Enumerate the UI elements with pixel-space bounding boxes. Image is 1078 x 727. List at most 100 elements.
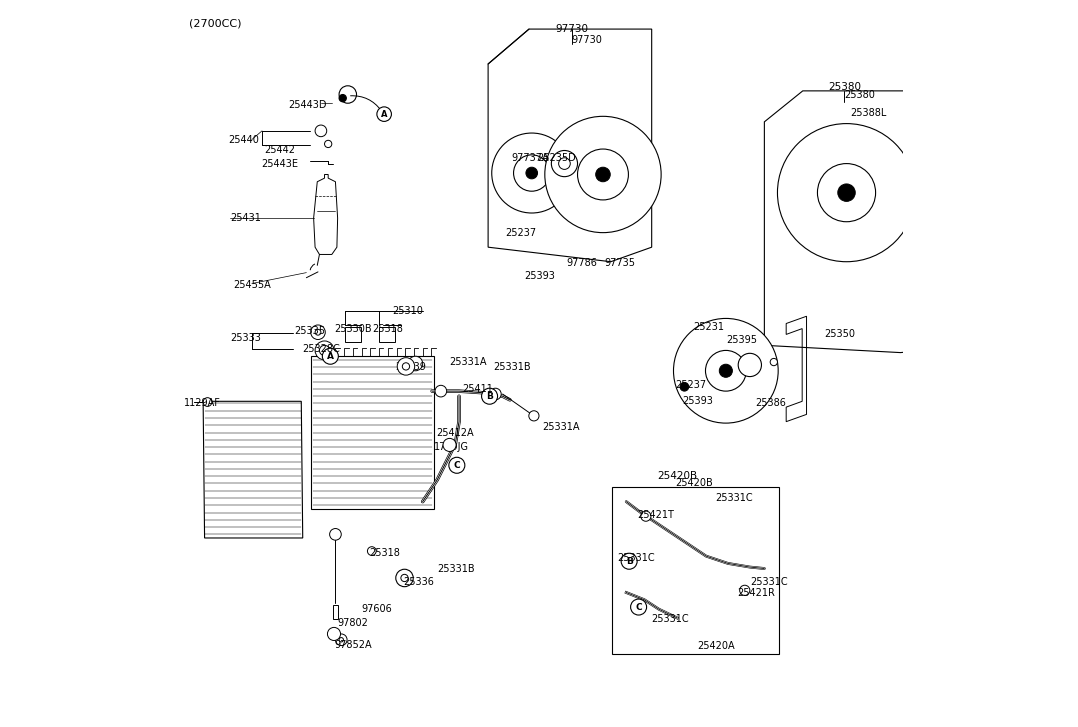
Circle shape	[443, 438, 456, 451]
Circle shape	[409, 356, 423, 371]
Circle shape	[529, 411, 539, 421]
Text: 25388L: 25388L	[851, 108, 886, 118]
Text: 25235D: 25235D	[538, 153, 577, 164]
Circle shape	[489, 388, 501, 400]
Circle shape	[368, 547, 376, 555]
Text: 25331C: 25331C	[716, 493, 754, 503]
Text: 25330B: 25330B	[334, 324, 372, 334]
Circle shape	[705, 350, 746, 391]
Text: 25420B: 25420B	[676, 478, 714, 489]
Text: 1129AF: 1129AF	[184, 398, 221, 409]
Circle shape	[640, 511, 651, 521]
Circle shape	[402, 363, 410, 370]
Circle shape	[330, 529, 342, 540]
Circle shape	[544, 116, 661, 233]
Text: 25393: 25393	[525, 271, 555, 281]
Text: 97786: 97786	[567, 258, 597, 268]
Text: 25420A: 25420A	[697, 640, 735, 651]
Text: 97737A: 97737A	[511, 153, 549, 164]
Circle shape	[340, 638, 344, 642]
Circle shape	[631, 599, 647, 615]
Text: 97606: 97606	[361, 604, 391, 614]
Text: 97735: 97735	[605, 258, 635, 268]
Bar	[379, 327, 395, 342]
Circle shape	[315, 341, 334, 360]
Text: (2700CC): (2700CC)	[189, 18, 241, 28]
Text: 25331B: 25331B	[494, 362, 530, 372]
Text: 25231: 25231	[693, 322, 724, 332]
Bar	[345, 327, 361, 342]
Text: 25335: 25335	[294, 326, 324, 336]
Bar	[332, 605, 338, 619]
Text: 25443E: 25443E	[261, 159, 299, 169]
Circle shape	[397, 358, 415, 375]
Text: 25386: 25386	[755, 398, 786, 409]
Text: 25339: 25339	[395, 362, 426, 372]
Text: 25333: 25333	[230, 333, 261, 343]
Bar	[611, 487, 779, 654]
Circle shape	[203, 398, 212, 406]
Circle shape	[401, 574, 409, 582]
Text: 25380: 25380	[828, 82, 861, 92]
Text: 25328C: 25328C	[303, 344, 341, 354]
Circle shape	[340, 95, 346, 102]
Text: 25237: 25237	[676, 380, 707, 390]
Text: A: A	[327, 352, 334, 361]
Text: 97730: 97730	[571, 35, 603, 45]
Text: 97802: 97802	[337, 618, 368, 628]
Circle shape	[492, 133, 571, 213]
Text: 25310: 25310	[392, 306, 423, 316]
Text: 97730: 97730	[555, 24, 589, 34]
Text: 25331C: 25331C	[750, 577, 787, 587]
Text: B: B	[625, 557, 633, 566]
Text: 25237: 25237	[505, 228, 536, 238]
Text: 25431: 25431	[230, 213, 261, 223]
Text: B: B	[486, 392, 493, 401]
Text: 25331A: 25331A	[450, 357, 487, 367]
Text: 25331C: 25331C	[617, 553, 654, 563]
Text: 25395: 25395	[725, 334, 757, 345]
Circle shape	[558, 158, 570, 169]
Circle shape	[396, 569, 413, 587]
Circle shape	[777, 124, 915, 262]
Circle shape	[340, 86, 357, 103]
Text: 25331C: 25331C	[652, 614, 689, 624]
Text: 97852A: 97852A	[334, 640, 372, 650]
Text: A: A	[381, 110, 387, 119]
Circle shape	[621, 553, 637, 569]
Text: 25455A: 25455A	[234, 280, 272, 290]
Text: 25421R: 25421R	[737, 587, 775, 598]
Text: 25336: 25336	[403, 577, 434, 587]
Text: C: C	[635, 603, 641, 611]
Circle shape	[315, 329, 321, 335]
Circle shape	[335, 634, 347, 646]
Circle shape	[551, 150, 578, 177]
Text: C: C	[454, 461, 460, 470]
Circle shape	[436, 385, 446, 397]
Circle shape	[448, 457, 465, 473]
Text: 25331B: 25331B	[438, 563, 474, 574]
Text: 1799JG: 1799JG	[434, 442, 469, 452]
Circle shape	[324, 140, 332, 148]
Circle shape	[838, 184, 855, 201]
Circle shape	[482, 388, 498, 404]
Circle shape	[770, 358, 777, 366]
Circle shape	[526, 167, 538, 179]
Circle shape	[377, 107, 391, 121]
Circle shape	[319, 345, 330, 356]
Circle shape	[719, 364, 732, 377]
Text: 25318: 25318	[373, 324, 403, 334]
Text: 25411: 25411	[462, 384, 494, 394]
Text: 25393: 25393	[682, 396, 713, 406]
Text: 25443D: 25443D	[288, 100, 327, 111]
Text: 25318: 25318	[369, 547, 400, 558]
Circle shape	[740, 585, 750, 595]
Text: 25412A: 25412A	[436, 427, 473, 438]
Circle shape	[674, 318, 778, 423]
Circle shape	[513, 155, 550, 191]
Text: 25442: 25442	[264, 145, 295, 156]
Text: 25421T: 25421T	[637, 510, 674, 520]
Text: 25440: 25440	[227, 134, 259, 145]
Circle shape	[738, 353, 761, 377]
Circle shape	[310, 325, 326, 340]
